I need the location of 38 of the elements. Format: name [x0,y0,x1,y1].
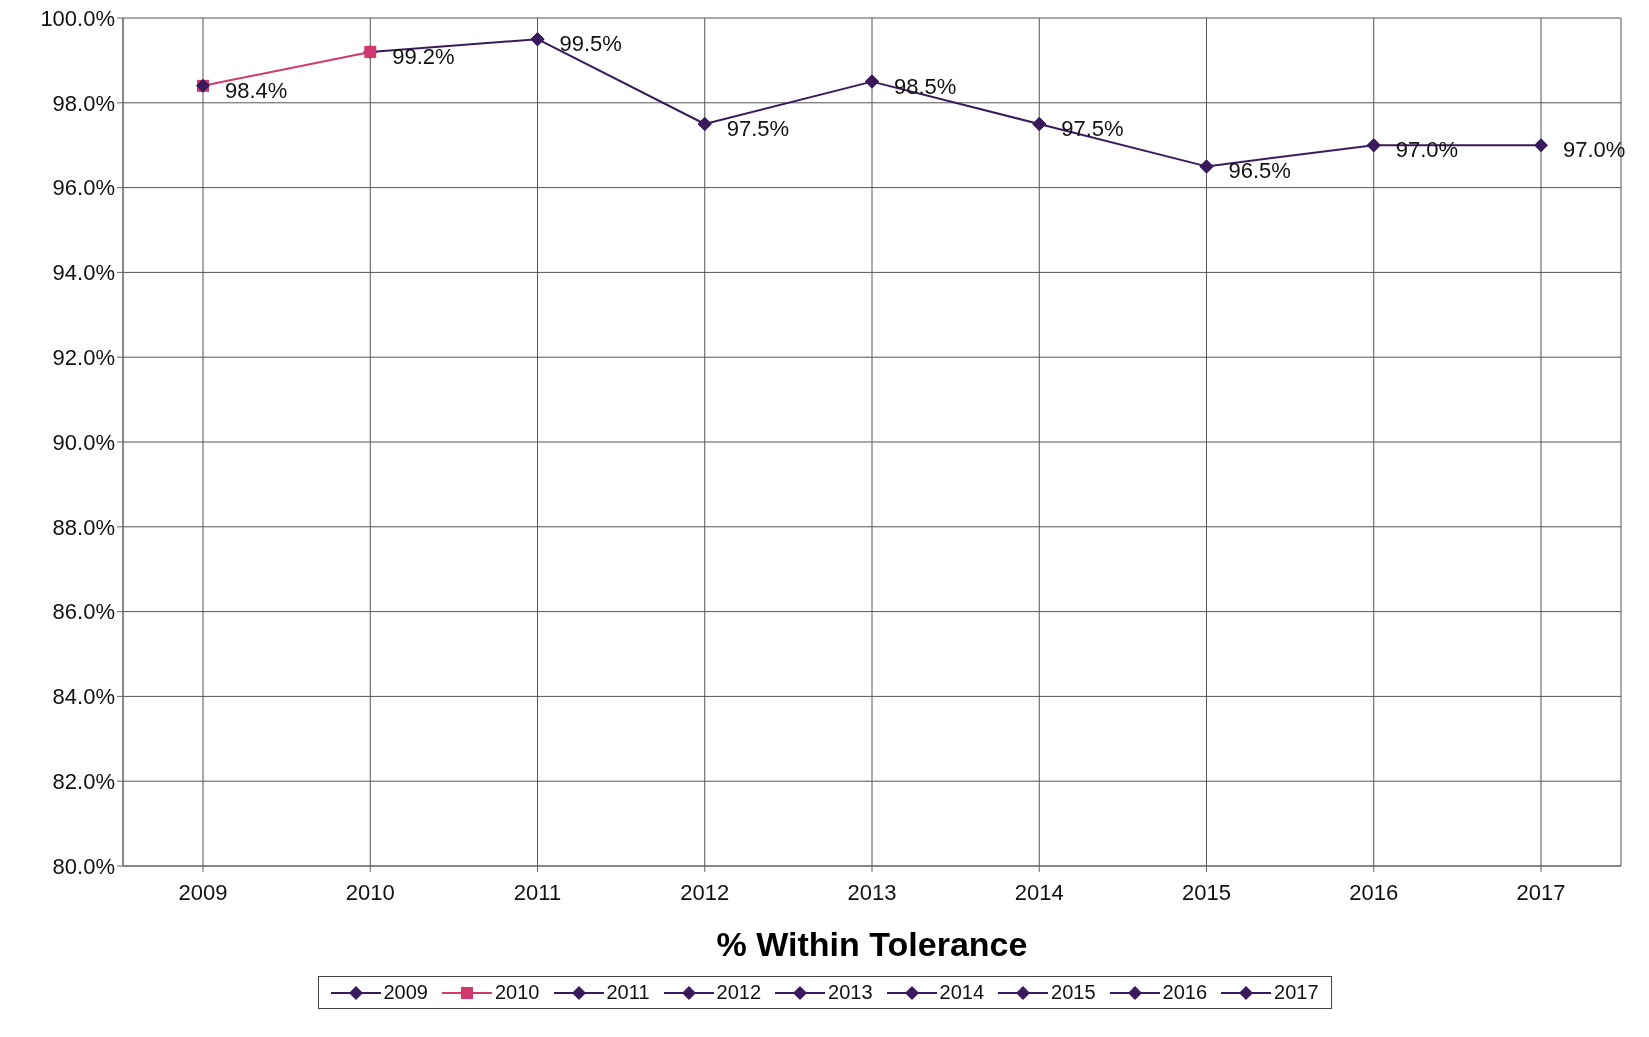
data-label: 99.5% [559,31,622,57]
x-tick-label: 2016 [1349,879,1399,905]
legend-label: 2015 [1051,981,1096,1004]
legend-label: 2010 [494,981,540,1004]
x-tick-label: 2013 [847,879,897,905]
y-tick-label: 82.0% [52,769,115,795]
data-label: 96.5% [1228,158,1291,184]
text: % Within Tolerance [716,925,1028,963]
data-label: 97.5% [1061,116,1124,141]
y-tick-label: 86.0% [52,599,115,625]
y-tick-label: 90.0% [52,429,115,455]
y-tick-label: 84.0% [52,684,115,710]
y-tick-label: 88.0% [52,514,115,540]
x-tick-label: 2010 [345,879,395,905]
legend-label: 2012 [716,981,762,1004]
x-tick-label: 2015 [1182,879,1231,905]
y-tick-label: 92.0% [52,345,115,371]
x-tick-label: 2017 [1516,879,1566,905]
x-tick-label: 2009 [178,879,228,905]
legend-label: 2014 [939,981,985,1004]
data-label: 97.5% [726,116,790,141]
x-tick-label: 2014 [1014,879,1064,905]
data-label: 98.4% [225,77,288,103]
legend-label: 2013 [828,981,873,1004]
legend-label: 2011 [606,981,650,1004]
y-tick-label: 98.0% [52,90,115,116]
data-label: 98.5% [894,73,957,99]
y-tick-label: 96.0% [52,175,115,201]
data-label: 97.0% [1563,137,1626,163]
y-tick-label: 80.0% [52,853,115,879]
y-tick-label: 94.0% [52,260,115,286]
x-tick-label: 2012 [680,879,730,905]
x-tick-label: 2011 [513,879,562,905]
legend-label: 2016 [1162,981,1208,1004]
legend-label: 2017 [1274,981,1319,1004]
y-tick-label: 100.0% [40,5,115,31]
data-label: 99.2% [392,43,455,69]
legend-label: 2009 [383,981,428,1004]
